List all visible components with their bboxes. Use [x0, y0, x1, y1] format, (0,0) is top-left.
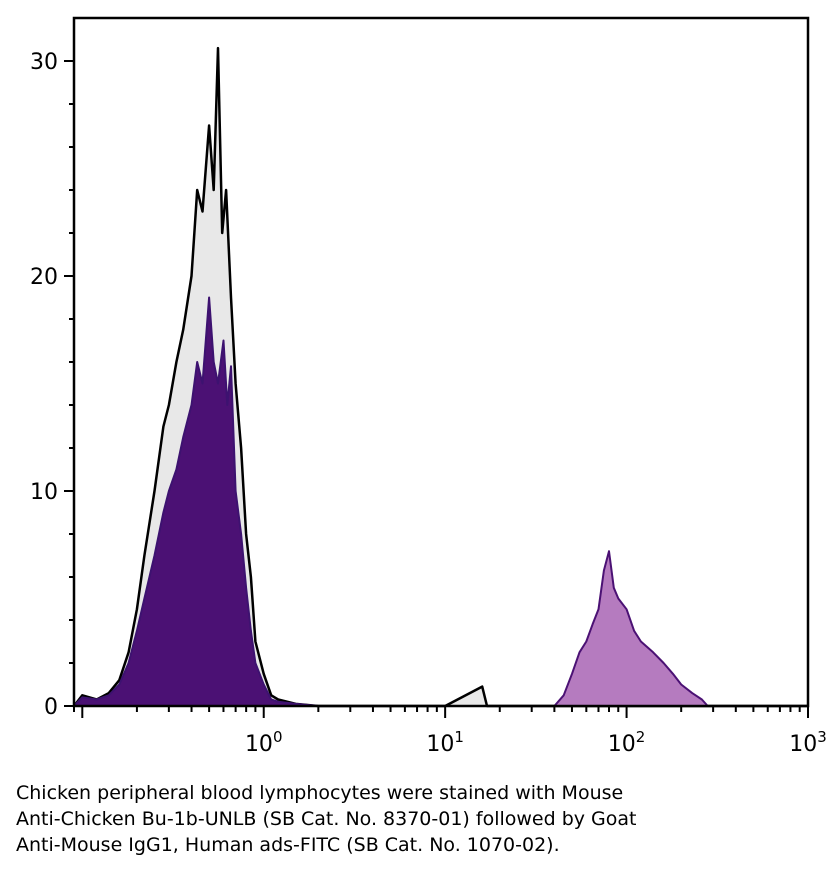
x-tick-exponent: 0 — [273, 728, 283, 746]
series-3-area — [74, 551, 808, 706]
x-tick-exponent: 3 — [817, 728, 827, 746]
caption-line-3: Anti-Mouse IgG1, Human ads-FITC (SB Cat.… — [16, 834, 560, 856]
y-tick-label: 30 — [30, 50, 58, 75]
x-tick-base: 10 — [245, 732, 273, 757]
series-3-outline — [74, 550, 808, 707]
caption-line-2: Anti-Chicken Bu-1b-UNLB (SB Cat. No. 837… — [16, 808, 637, 830]
series-2-outline — [73, 296, 808, 707]
y-tick-label: 0 — [44, 695, 58, 720]
x-tick-label: 103 — [789, 728, 827, 757]
y-tick-label: 10 — [30, 480, 58, 505]
x-tick-label: 101 — [426, 728, 464, 757]
series-2-area — [74, 297, 808, 706]
x-tick-base: 10 — [426, 732, 454, 757]
x-tick-base: 10 — [789, 732, 817, 757]
x-tick-base: 10 — [608, 732, 636, 757]
x-tick-exponent: 2 — [636, 728, 646, 746]
y-tick-label: 20 — [30, 265, 58, 290]
x-tick-label: 102 — [608, 728, 646, 757]
x-tick-label: 100 — [245, 728, 283, 757]
series-layer — [73, 46, 808, 708]
x-tick-exponent: 1 — [454, 728, 464, 746]
caption-line-1: Chicken peripheral blood lymphocytes wer… — [16, 782, 624, 804]
figure-caption: Chicken peripheral blood lymphocytes wer… — [16, 780, 816, 858]
